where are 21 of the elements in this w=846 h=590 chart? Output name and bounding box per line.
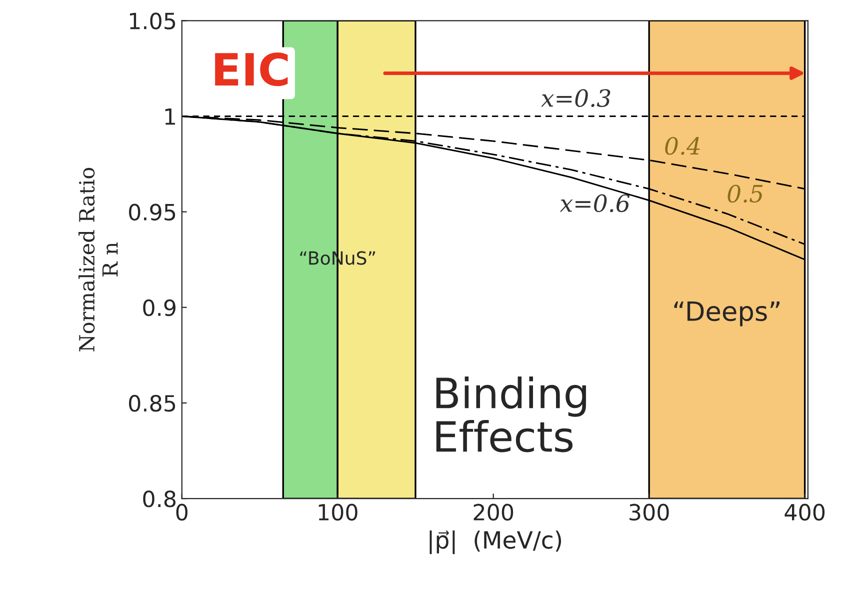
- annotation: EIC: [215, 52, 288, 86]
- y-tick-label: 1.05: [130, 12, 176, 30]
- band-label: “Deeps”: [674, 302, 780, 326]
- y-tick-label: 1: [165, 108, 175, 125]
- annotation: Binding Effects: [436, 376, 586, 452]
- annotation: “BoNuS”: [300, 251, 375, 265]
- x-tick-label: 200: [474, 504, 514, 521]
- x-tick-label: 300: [630, 504, 669, 521]
- y-tick-label: 0.9: [143, 299, 176, 316]
- y-tick-label: 0.95: [129, 204, 176, 221]
- y-axis-title: Normalized Ratio R n: [78, 168, 118, 352]
- x-tick-label: 0: [176, 504, 188, 521]
- series-label: 0.4: [665, 136, 700, 155]
- y-tick-label: 0.8: [143, 490, 176, 508]
- x-tick-label: 400: [784, 504, 825, 521]
- series-label: x=0.3: [541, 89, 610, 108]
- series-label: 0.5: [728, 184, 763, 203]
- y-tick-label: 0.85: [129, 394, 176, 412]
- x-axis-title: |p⃗| (MeV/c): [430, 530, 562, 554]
- x-tick-label: 100: [318, 504, 358, 521]
- series-label: x=0.6: [560, 194, 630, 212]
